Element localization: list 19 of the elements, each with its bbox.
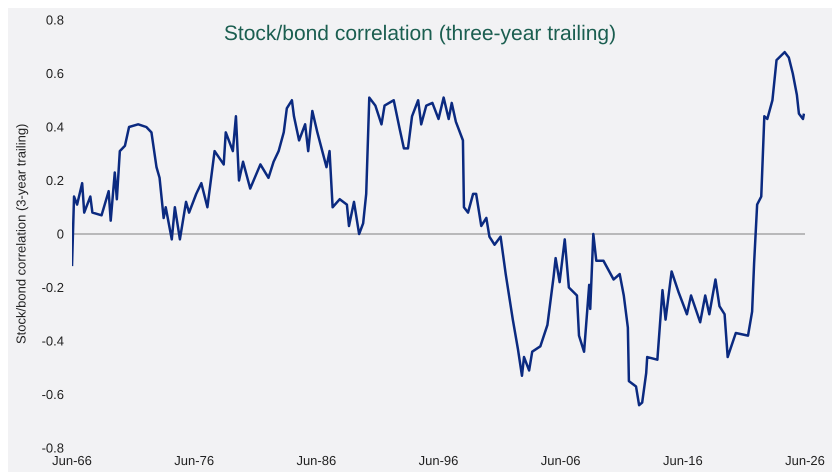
chart-title: Stock/bond correlation (three-year trailing) xyxy=(224,22,616,45)
x-tick-label: Jun-16 xyxy=(662,453,703,468)
x-tick-label: Jun-86 xyxy=(296,453,336,468)
y-tick-label: 0.6 xyxy=(46,66,64,82)
y-axis-title: Stock/bond correlation (3-year trailing) xyxy=(14,124,29,344)
y-tick-label: 0.8 xyxy=(46,12,64,28)
line-series xyxy=(72,50,805,406)
y-tick-label: -0.8 xyxy=(42,440,64,456)
y-tick-label: -0.4 xyxy=(42,334,64,349)
x-tick-label: Jun-66 xyxy=(52,453,92,468)
y-tick-label: 0.4 xyxy=(46,120,64,135)
y-tick-label: 0 xyxy=(56,226,64,242)
y-tick-label: -0.2 xyxy=(42,280,64,296)
y-tick-label: -0.6 xyxy=(42,387,64,402)
x-tick-label: Jun-26 xyxy=(785,453,825,468)
x-tick-label: Jun-06 xyxy=(540,453,581,468)
x-tick-label: Jun-96 xyxy=(418,453,458,468)
x-tick-label: Jun-76 xyxy=(174,453,214,468)
y-tick-label: 0.2 xyxy=(46,173,64,188)
